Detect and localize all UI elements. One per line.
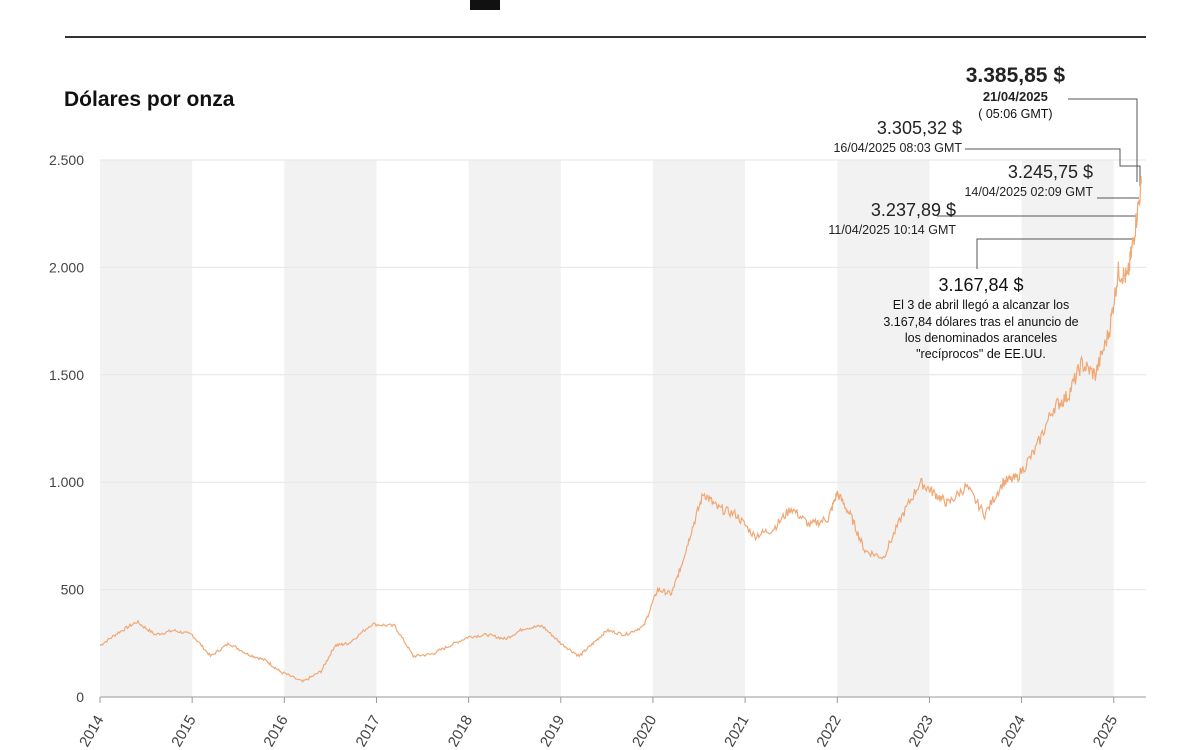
x-tick-label: 2019 xyxy=(537,713,568,750)
leader-line-2025-04-21 xyxy=(1068,98,1138,182)
y-tick-label: 2.500 xyxy=(49,152,84,168)
x-tick-label: 2018 xyxy=(445,713,476,750)
x-tick-label: 2015 xyxy=(168,713,199,750)
annotation-2025-04-03: 3.167,84 $ El 3 de abril llegó a alcanza… xyxy=(881,274,1081,362)
x-tick-label: 2016 xyxy=(260,713,291,750)
x-tick-label: 2022 xyxy=(813,713,844,750)
x-tick-label: 2014 xyxy=(76,713,107,750)
annotation-2025-04-14: 3.245,75 $ 14/04/2025 02:09 GMT xyxy=(964,162,1093,202)
annotation-price: 3.237,89 $ xyxy=(870,200,956,220)
year-band-2022 xyxy=(837,160,930,697)
x-tick-label: 2017 xyxy=(353,713,384,750)
annotation-date: 11/04/2025 10:14 GMT xyxy=(828,223,956,238)
year-band-2016 xyxy=(284,160,377,697)
annotation-price: 3.305,32 $ xyxy=(876,118,962,138)
year-band-2020 xyxy=(652,160,746,697)
leader-line-2025-04-03 xyxy=(976,238,1134,269)
annotation-2025-04-21: 3.385,85 $ 21/04/2025 ( 05:06 GMT) xyxy=(966,64,1065,121)
series-line-gold-price xyxy=(99,175,1142,683)
annotation-date: 16/04/2025 08:03 GMT xyxy=(833,141,962,156)
annotation-2025-04-16: 3.305,32 $ 16/04/2025 08:03 GMT xyxy=(833,118,962,158)
header-bar xyxy=(470,0,500,10)
annotation-price: 3.245,75 $ xyxy=(1007,162,1093,182)
y-axis-label: Dólares por onza xyxy=(64,88,235,111)
x-tick-label: 2021 xyxy=(721,713,752,750)
x-tick-label: 2024 xyxy=(998,713,1029,750)
leader-line-2025-04-16 xyxy=(965,148,1141,186)
x-tick-label: 2020 xyxy=(629,713,660,750)
y-tick-label: 0 xyxy=(76,689,84,705)
y-tick-label: 2.000 xyxy=(49,259,84,275)
annotation-note: El 3 de abril llegó a alcanzar los 3.167… xyxy=(883,298,1079,362)
x-tick-label: 2025 xyxy=(1090,713,1121,750)
annotation-time: ( 05:06 GMT) xyxy=(978,106,1053,121)
y-tick-label: 1.000 xyxy=(49,474,84,490)
y-tick-label: 1.500 xyxy=(49,367,84,383)
annotation-2025-04-11: 3.237,89 $ 11/04/2025 10:14 GMT xyxy=(828,200,956,240)
annotation-price: 3.385,85 $ xyxy=(965,64,1065,87)
year-band-2024 xyxy=(1021,160,1114,697)
annotation-date: 21/04/2025 xyxy=(982,89,1048,105)
year-band-2014 xyxy=(100,160,193,697)
annotation-price: 3.167,84 $ xyxy=(938,275,1024,295)
x-tick-label: 2023 xyxy=(905,713,936,750)
annotation-date: 14/04/2025 02:09 GMT xyxy=(964,185,1093,200)
year-band-2018 xyxy=(468,160,561,697)
y-tick-label: 500 xyxy=(61,582,85,598)
